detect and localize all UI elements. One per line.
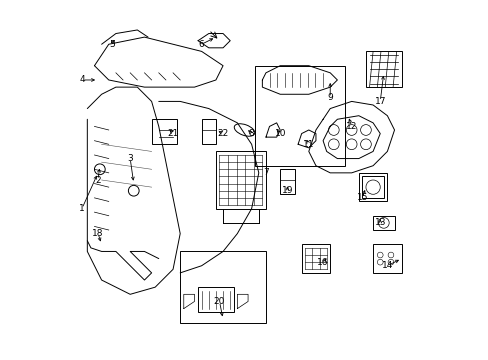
Bar xyxy=(151,119,176,144)
Text: 11: 11 xyxy=(303,140,314,149)
Bar xyxy=(255,66,344,166)
Bar xyxy=(372,244,401,273)
Text: 13: 13 xyxy=(374,219,385,228)
Bar xyxy=(372,216,394,230)
Text: 16: 16 xyxy=(317,258,328,267)
Text: 3: 3 xyxy=(127,154,133,163)
Text: 18: 18 xyxy=(92,229,103,238)
Text: 22: 22 xyxy=(217,129,228,138)
Text: 21: 21 xyxy=(167,129,179,138)
Text: 19: 19 xyxy=(281,186,292,195)
Text: 8: 8 xyxy=(248,129,254,138)
Bar xyxy=(365,51,401,87)
Bar xyxy=(358,173,386,202)
Bar xyxy=(201,119,216,144)
Text: 17: 17 xyxy=(374,97,385,106)
Text: 15: 15 xyxy=(356,193,367,202)
Bar xyxy=(198,287,233,312)
Text: 9: 9 xyxy=(326,93,332,102)
Text: 2: 2 xyxy=(95,176,101,185)
Bar xyxy=(301,244,329,273)
Text: 4: 4 xyxy=(79,76,84,85)
Text: 12: 12 xyxy=(346,122,357,131)
Text: 5: 5 xyxy=(109,40,115,49)
Bar xyxy=(362,176,383,198)
Bar xyxy=(280,169,294,194)
Text: 7: 7 xyxy=(263,168,268,177)
Text: 10: 10 xyxy=(274,129,285,138)
Text: 1: 1 xyxy=(79,204,84,213)
Bar xyxy=(180,251,265,323)
Bar xyxy=(216,152,265,208)
Text: 20: 20 xyxy=(213,297,224,306)
Text: 14: 14 xyxy=(381,261,392,270)
Text: 6: 6 xyxy=(198,40,204,49)
